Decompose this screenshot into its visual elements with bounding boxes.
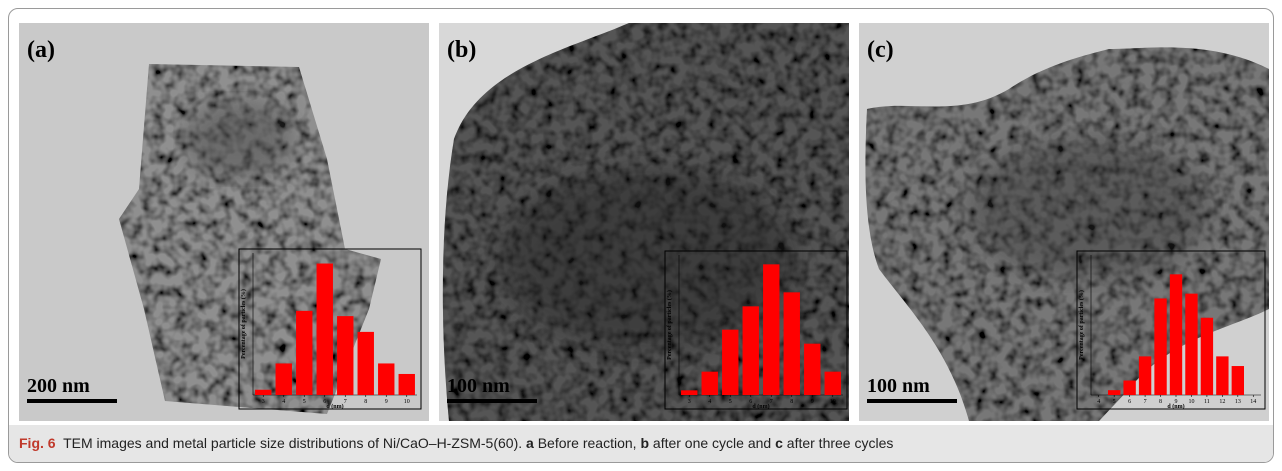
y-axis-label: Percentage of particles (%) xyxy=(1078,290,1085,360)
caption-text: TEM images and metal particle size distr… xyxy=(63,435,523,451)
x-tick-label: 4 xyxy=(1097,399,1100,405)
inset-frame xyxy=(1076,250,1266,410)
inset-frame xyxy=(238,248,422,410)
overlay: (a) 200 nm (b) 100 nm (c) 100 nm 3 4 5 6 7 8 9 10 d (n… xyxy=(27,37,1266,410)
y-axis-label: Percentage of particles (%) xyxy=(240,289,247,359)
x-tick-label: 13 xyxy=(1235,399,1241,405)
x-tick-label: 8 xyxy=(790,399,793,405)
particle-sheet xyxy=(119,64,381,414)
bar xyxy=(1169,274,1183,395)
caption-text: after three cycles xyxy=(786,435,894,451)
x-tick-label: 7 xyxy=(770,399,773,405)
x-tick-label: 5 xyxy=(303,399,306,405)
scale-bar xyxy=(447,399,537,403)
bar xyxy=(357,331,374,395)
bar xyxy=(681,390,698,395)
bar xyxy=(1108,390,1121,395)
x-tick-label: 7 xyxy=(344,399,347,405)
caption: Fig. 6 TEM images and metal particle siz… xyxy=(9,425,1273,462)
bar xyxy=(701,371,718,395)
x-tick-label: 5 xyxy=(1113,399,1116,405)
x-tick-label: 5 xyxy=(729,399,732,405)
panel-label: (c) xyxy=(867,37,894,63)
scale-bar xyxy=(27,399,117,403)
scale-bar-label: 200 nm xyxy=(27,375,90,397)
x-tick-label: 6 xyxy=(323,399,326,405)
scale-bar xyxy=(867,399,957,403)
bar xyxy=(1138,356,1152,395)
x-tick-label: 6 xyxy=(749,399,752,405)
bar xyxy=(275,363,292,395)
x-tick-label: 8 xyxy=(364,399,367,405)
bar xyxy=(1200,317,1214,395)
bar xyxy=(296,310,313,395)
x-tick-label: 14 xyxy=(1250,399,1256,405)
x-tick-label: 4 xyxy=(708,399,711,405)
bar xyxy=(255,389,272,395)
scale-bar-label: 100 nm xyxy=(447,375,510,397)
panel-ref: a xyxy=(526,435,534,451)
x-tick-label: 10 xyxy=(404,399,410,405)
x-tick-label: 3 xyxy=(262,399,265,405)
bar xyxy=(398,373,415,395)
x-tick-label: 6 xyxy=(1128,399,1131,405)
x-tick-label: 12 xyxy=(1219,399,1225,405)
inset-frame xyxy=(664,250,848,410)
x-tick-label: 4 xyxy=(282,399,285,405)
panel-label: (b) xyxy=(447,37,476,63)
scale-bar-label: 100 nm xyxy=(867,375,930,397)
x-axis-label: d (nm) xyxy=(326,403,343,410)
y-axis-label: Percentage of particles (%) xyxy=(666,290,673,360)
x-tick-label: 10 xyxy=(830,399,836,405)
bar xyxy=(1216,356,1229,395)
bar xyxy=(804,343,821,395)
x-tick-label: 10 xyxy=(1188,399,1194,405)
bar xyxy=(337,316,354,395)
panel-ref: b xyxy=(640,435,650,451)
x-tick-label: 11 xyxy=(1204,399,1210,405)
bar xyxy=(763,264,780,395)
panel-label: (a) xyxy=(27,37,55,63)
bar xyxy=(742,306,759,395)
bar xyxy=(1154,298,1167,395)
x-tick-label: 3 xyxy=(688,399,691,405)
x-tick-label: 8 xyxy=(1159,399,1162,405)
bar xyxy=(722,329,739,395)
bar xyxy=(378,363,395,395)
caption-text: after one cycle and xyxy=(652,435,772,451)
x-axis-label: d (nm) xyxy=(752,403,769,410)
dark-region xyxy=(969,139,1209,279)
bar xyxy=(824,371,841,395)
figure: (a) 200 nm (b) 100 nm (c) 100 nm 3 4 5 6 7 8 9 10 d (n… xyxy=(19,23,1269,422)
x-axis-label: d (nm) xyxy=(1167,403,1184,410)
x-tick-label: 7 xyxy=(1144,399,1147,405)
x-tick-label: 9 xyxy=(811,399,814,405)
figure-frame: (a) 200 nm (b) 100 nm (c) 100 nm 3 4 5 6 7 8 9 10 d (n… xyxy=(8,8,1274,463)
bar xyxy=(1123,380,1136,395)
bar xyxy=(316,263,333,395)
panel-ref: c xyxy=(775,435,783,451)
figure-number: Fig. 6 xyxy=(19,435,56,451)
bar xyxy=(1231,366,1244,395)
caption-text: Before reaction, xyxy=(537,435,637,451)
dark-region xyxy=(499,169,799,349)
bar xyxy=(1185,293,1198,395)
x-tick-label: 9 xyxy=(1175,399,1178,405)
x-tick-label: 9 xyxy=(385,399,388,405)
dark-region xyxy=(184,99,294,179)
bar xyxy=(783,292,800,395)
